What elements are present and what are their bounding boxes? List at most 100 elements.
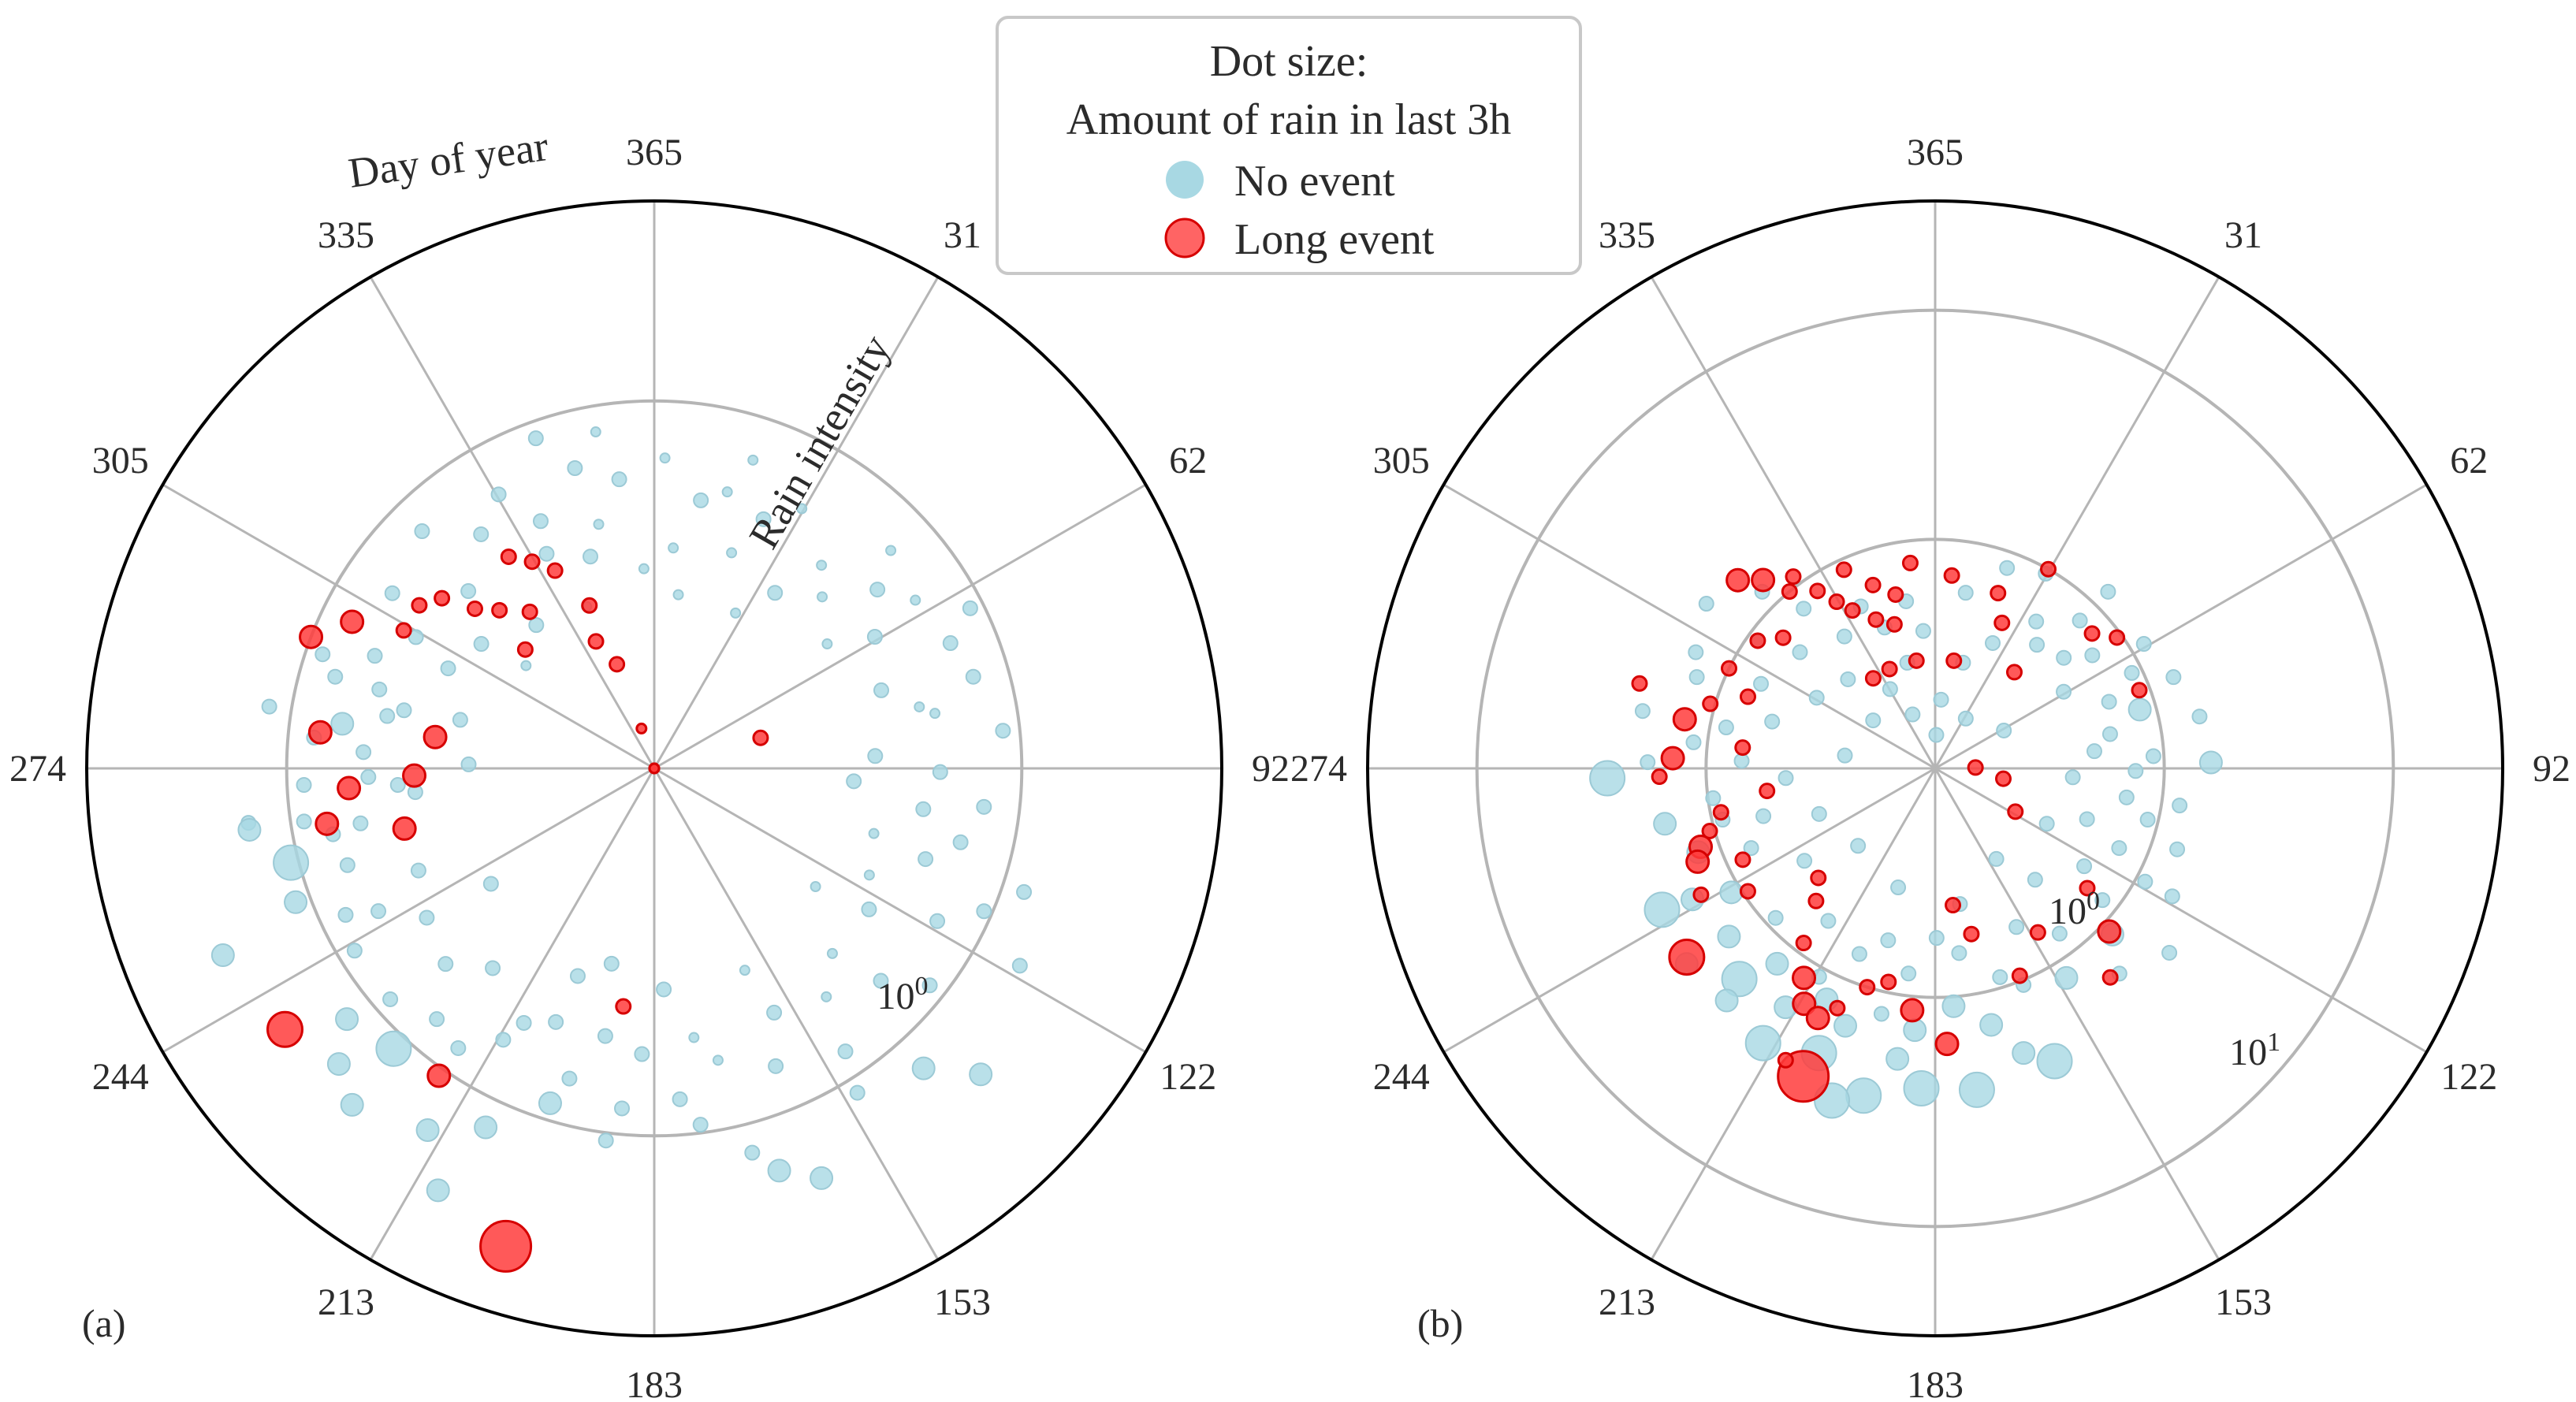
no-event-point <box>1685 734 1702 750</box>
no-event-point <box>2198 750 2223 775</box>
no-event-point <box>688 1032 700 1043</box>
angular-tick-153: 153 <box>2215 1281 2272 1323</box>
long-event-point <box>546 562 564 579</box>
long-event-point <box>426 1063 452 1088</box>
no-event-point <box>1840 671 1856 687</box>
no-event-point <box>548 1013 564 1030</box>
no-event-point <box>767 1158 791 1183</box>
long-event-point <box>1725 567 1751 593</box>
long-event-point <box>2040 560 2057 578</box>
long-event-point <box>2007 803 2024 820</box>
long-event-point <box>1829 999 1846 1017</box>
long-event-point <box>1721 660 1738 677</box>
long-event-point <box>2005 664 2023 681</box>
no-event-point <box>634 1046 650 1062</box>
no-event-point <box>2027 872 2043 888</box>
no-event-point <box>849 1084 865 1101</box>
long-event-point <box>1631 675 1648 692</box>
no-event-point <box>2101 726 2118 742</box>
legend-title-line2: Amount of rain in last 3h <box>1067 95 1512 144</box>
no-event-point <box>1957 710 1974 727</box>
no-event-point <box>755 511 772 527</box>
long-event-point <box>752 729 769 746</box>
long-event-point <box>395 622 412 639</box>
angular-tick-183: 183 <box>1907 1364 1964 1402</box>
no-event-point <box>1999 560 2016 576</box>
angular-tick-31: 31 <box>944 214 981 256</box>
no-event-point <box>528 617 545 634</box>
no-event-point <box>429 1011 445 1028</box>
no-event-point <box>965 668 981 685</box>
no-event-point <box>1714 988 1739 1013</box>
long-event-point <box>1701 822 1718 839</box>
spoke-153 <box>1934 768 2220 1261</box>
angular-tick-153: 153 <box>934 1281 991 1323</box>
no-event-point <box>384 585 400 601</box>
no-event-point <box>452 712 468 728</box>
panel-b-frame <box>1366 199 2504 1337</box>
no-event-point <box>1778 770 1794 787</box>
long-event-point <box>1943 567 1960 584</box>
no-event-point <box>296 813 312 830</box>
no-event-point <box>1634 703 1651 720</box>
no-event-point <box>1016 883 1033 900</box>
angular-tick-244: 244 <box>1373 1056 1430 1098</box>
no-event-point <box>2165 669 2182 686</box>
no-event-point <box>747 454 759 466</box>
no-event-point <box>538 545 555 562</box>
long-event-point <box>523 553 541 571</box>
no-event-point <box>915 801 932 817</box>
no-event-point <box>1011 958 1028 974</box>
angular-tick-92: 92 <box>2533 748 2570 790</box>
no-event-point <box>419 909 435 926</box>
no-event-point <box>2028 613 2045 630</box>
no-event-point <box>490 486 507 503</box>
long-event-point <box>1885 615 1903 633</box>
no-event-point <box>2008 919 2025 935</box>
no-event-point <box>495 1032 512 1048</box>
no-event-point <box>2145 748 2161 764</box>
panel-b-points <box>1589 554 2223 1119</box>
long-event-point <box>516 641 534 658</box>
long-event-point <box>1668 938 1706 976</box>
no-event-point <box>1996 722 2012 738</box>
long-event-point <box>1739 883 1756 900</box>
no-event-point <box>768 1058 784 1074</box>
no-event-point <box>1765 951 1789 976</box>
no-event-point <box>414 523 430 540</box>
long-event-point <box>1810 869 1827 887</box>
no-event-point <box>296 777 312 794</box>
no-event-point <box>867 748 884 764</box>
no-event-point <box>520 660 532 671</box>
no-event-point <box>962 600 978 616</box>
long-event-point <box>1809 582 1826 600</box>
no-event-point <box>2172 798 2188 814</box>
spoke-31 <box>653 276 940 769</box>
long-event-point <box>1805 1006 1830 1031</box>
no-event-point <box>327 668 344 685</box>
long-event-point <box>2109 629 2126 646</box>
no-event-point <box>656 981 672 998</box>
no-event-point <box>2100 583 2116 600</box>
no-event-point <box>1941 994 1966 1018</box>
no-event-point <box>1951 945 1967 961</box>
long-event-point <box>315 811 340 836</box>
long-event-point <box>1749 632 1766 649</box>
long-event-point <box>1828 593 1845 611</box>
no-event-point <box>1882 681 1898 697</box>
no-event-point <box>450 1039 467 1056</box>
long-event-point <box>1864 576 1882 593</box>
no-event-point <box>2086 743 2102 760</box>
no-event-point <box>866 629 883 645</box>
polar-panel-a: 365 31 62 92 122 153 183 213 244 274 305 335 100 (a… <box>9 122 1290 1402</box>
no-event-point <box>415 1118 440 1142</box>
angular-tick-305: 305 <box>92 440 149 482</box>
long-event-point <box>587 633 605 650</box>
no-event-point <box>1985 634 2001 651</box>
no-event-point <box>1957 585 1974 601</box>
long-event-point <box>1792 965 1817 991</box>
panel-b-label: (b) <box>1417 1301 1463 1345</box>
long-event-point <box>615 998 632 1015</box>
long-event-point <box>479 1219 533 1273</box>
